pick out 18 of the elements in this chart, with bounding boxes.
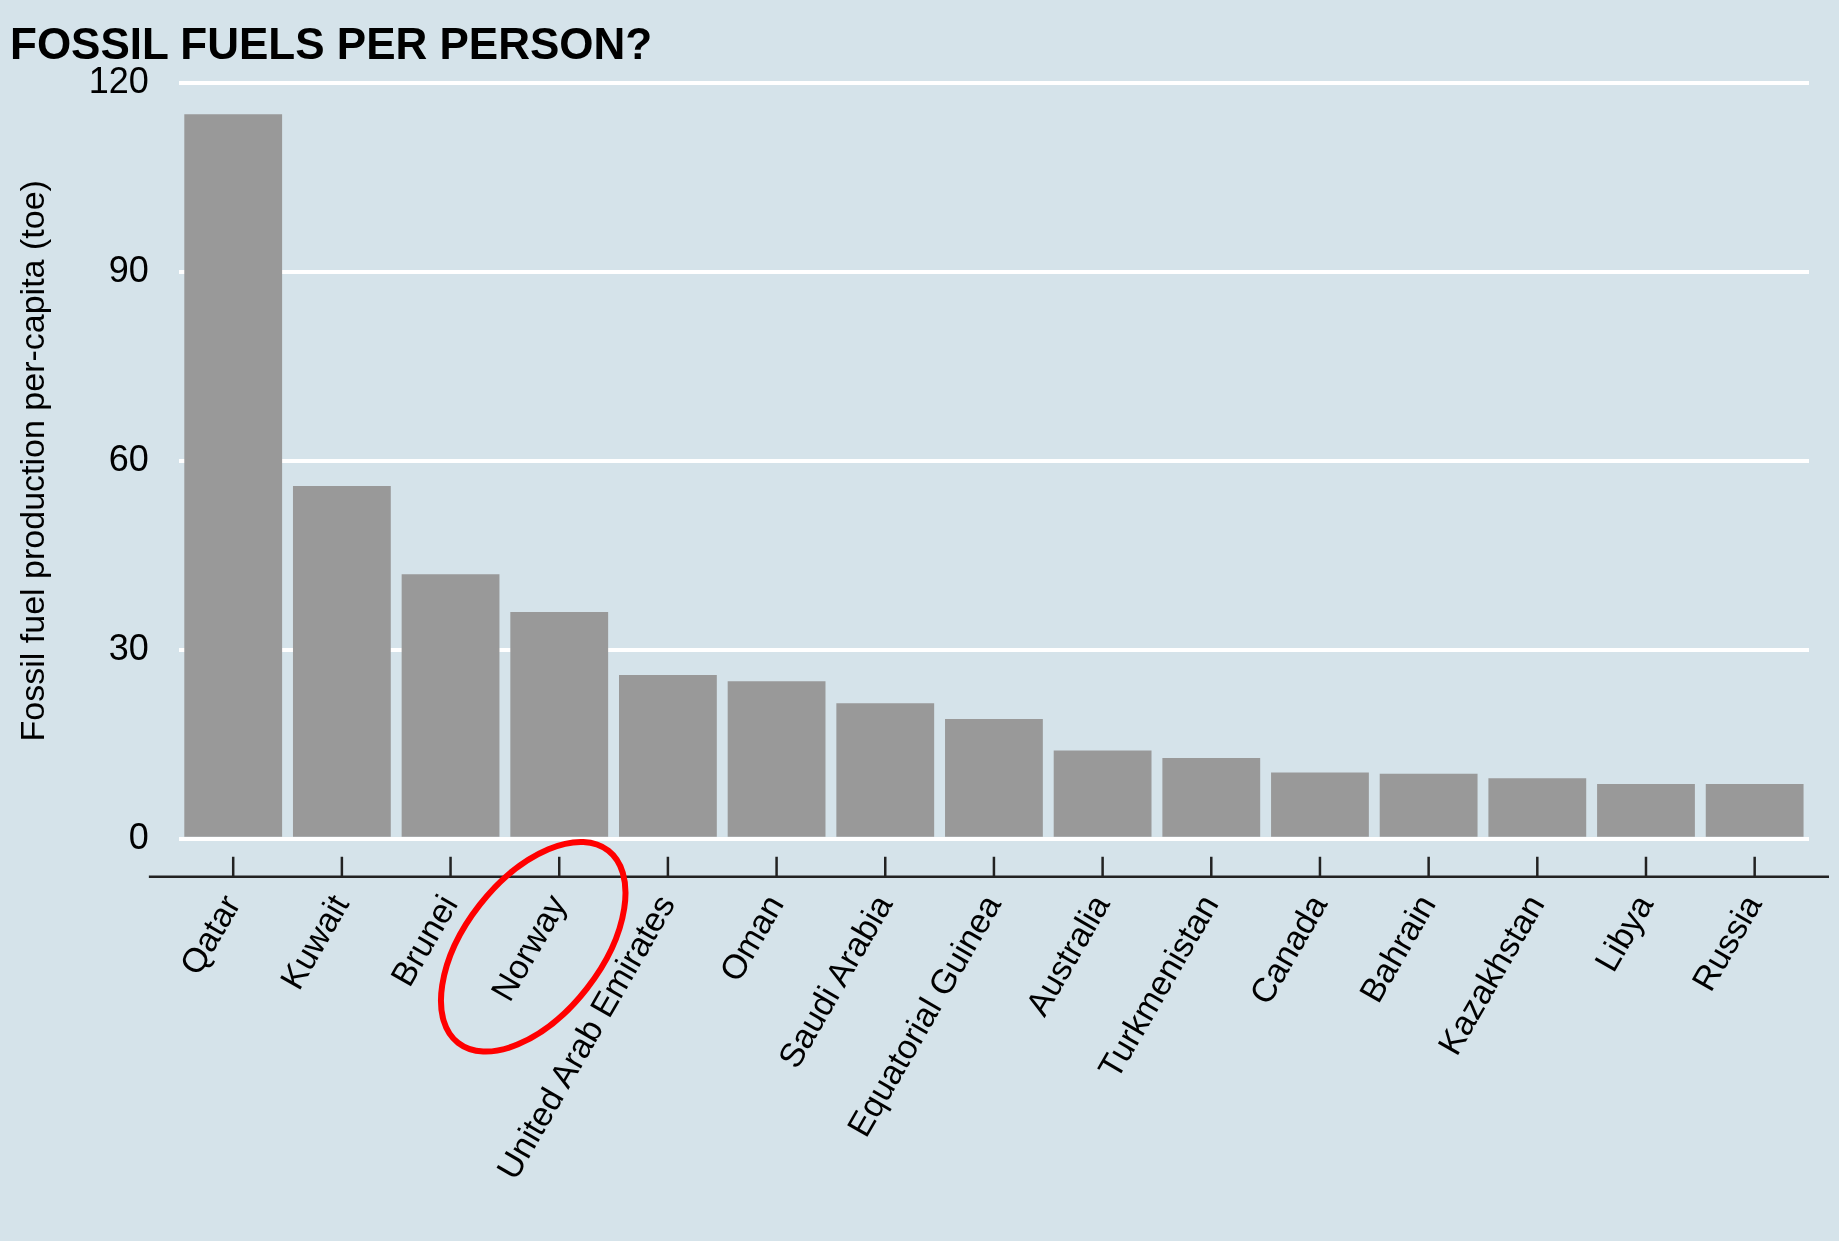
y-tick-label: 90 [108, 248, 149, 290]
bar [1271, 772, 1369, 837]
bar [1379, 773, 1478, 837]
bar [1705, 783, 1804, 837]
bar [619, 674, 717, 837]
y-tick-label: 60 [108, 437, 149, 479]
bar [836, 703, 935, 837]
y-tick-label: 30 [108, 626, 149, 668]
bar [1053, 750, 1152, 837]
y-tick-label: 0 [128, 815, 149, 857]
bar [184, 114, 283, 837]
y-axis-title: Fossil fuel production per-capita (toe) [12, 180, 51, 742]
bar [1162, 758, 1261, 837]
bar [727, 681, 826, 837]
bar [1488, 778, 1587, 837]
bar [945, 719, 1043, 837]
bar [1597, 783, 1695, 837]
bar [292, 485, 391, 837]
